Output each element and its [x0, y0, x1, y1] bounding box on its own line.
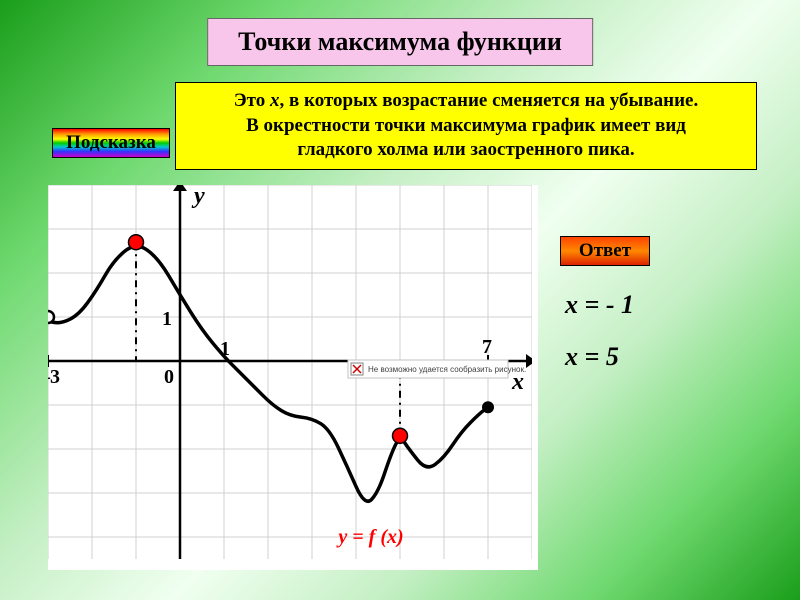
title-box: Точки максимума функции [207, 18, 593, 66]
svg-text:7: 7 [482, 336, 492, 358]
svg-text:y: y [191, 185, 205, 209]
hint-button-label: Подсказка [66, 132, 156, 154]
svg-text:0: 0 [164, 366, 174, 388]
page-title: Точки максимума функции [238, 27, 562, 56]
hint-line-2: В окрестности точки максимума график име… [186, 114, 746, 139]
answer-2: x = 5 [565, 342, 634, 372]
hint-box: Это х, в которых возрастание сменяется н… [175, 82, 757, 170]
svg-text:1: 1 [162, 308, 172, 330]
answer-button-label: Ответ [579, 240, 631, 262]
answer-1: x = - 1 [565, 290, 634, 320]
slide: Точки максимума функции Подсказка Это х,… [0, 0, 800, 600]
graph-container: yx011–37y = f (x)Не возможно удается соо… [48, 185, 538, 570]
answer-button[interactable]: Ответ [560, 236, 650, 266]
svg-text:y = f (x): y = f (x) [336, 526, 403, 548]
answers: x = - 1 x = 5 [565, 290, 634, 372]
hint-line-1: Это х, в которых возрастание сменяется н… [186, 89, 746, 114]
hint-button[interactable]: Подсказка [52, 128, 170, 158]
svg-text:–3: –3 [48, 366, 60, 388]
graph-svg: yx011–37y = f (x)Не возможно удается соо… [48, 185, 532, 559]
hint-line-3: гладкого холма или заостренного пика. [186, 138, 746, 163]
svg-text:Не возможно удается сообразить: Не возможно удается сообразить рисунок. [368, 365, 526, 374]
